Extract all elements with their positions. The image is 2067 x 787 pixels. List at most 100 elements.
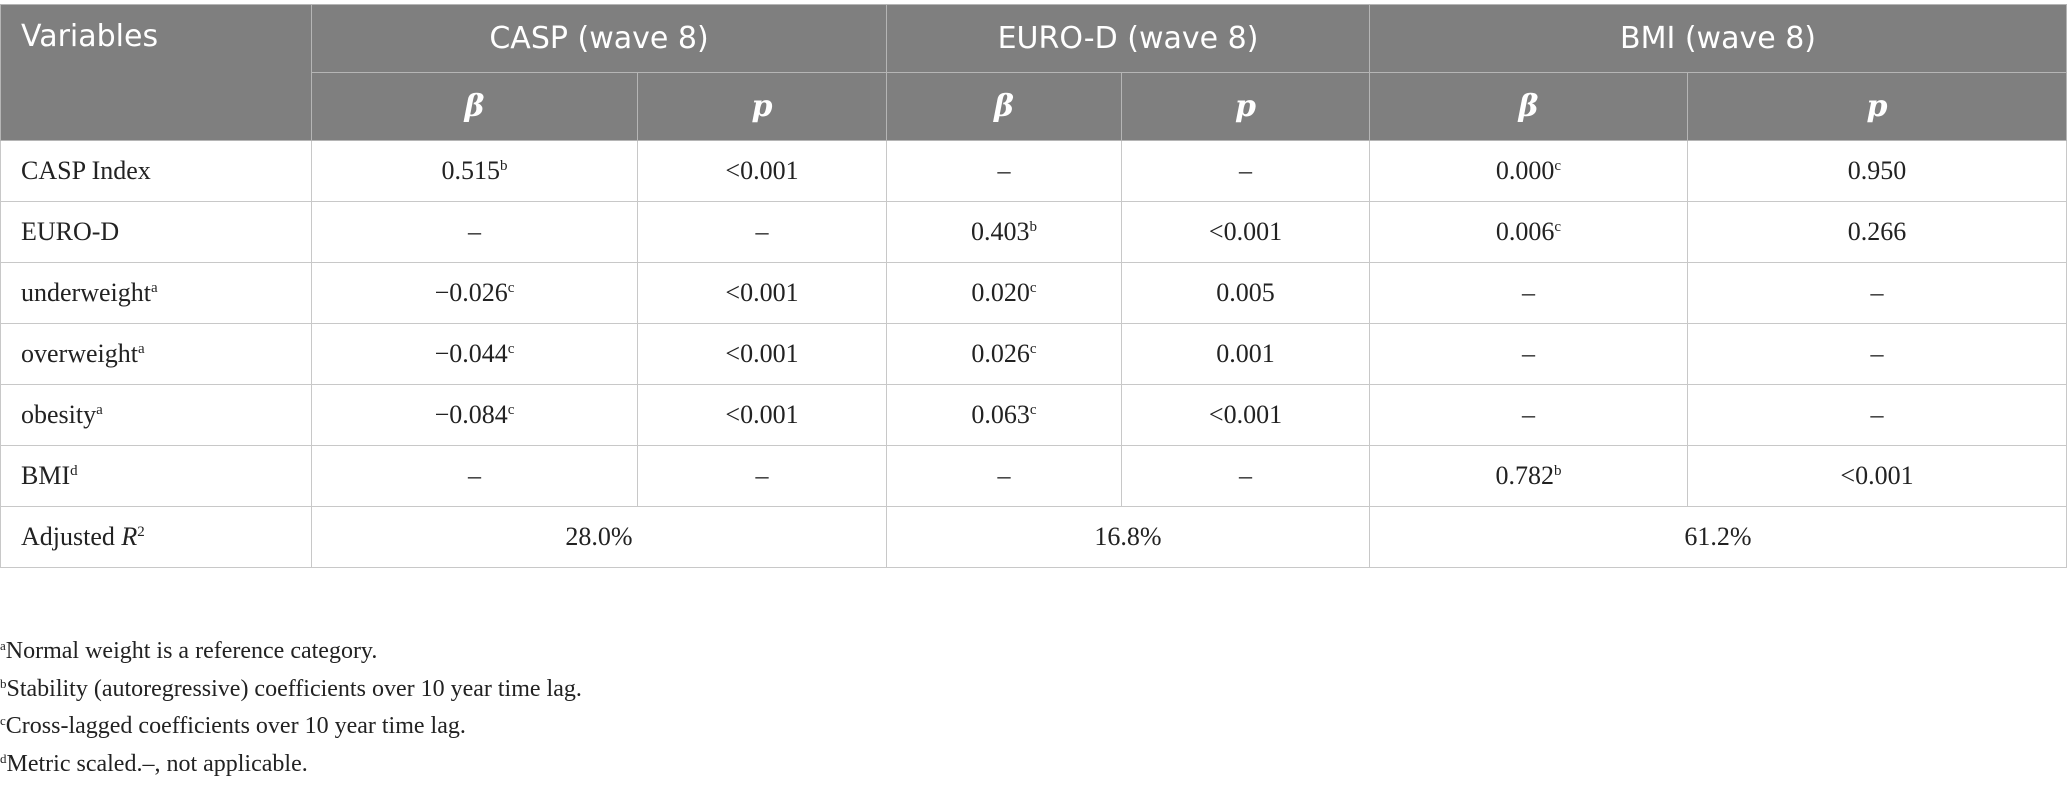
cell-text: – [1522, 339, 1535, 368]
cell: 61.2% [1368, 506, 2067, 568]
cell-text: 0.001 [1216, 339, 1275, 368]
cell-text: 0.063 [971, 400, 1030, 429]
cell: – [311, 445, 638, 507]
table-body: CASP Index 0.515b <0.001– –0.000c 0.950 EURO-… [0, 140, 2067, 568]
footnote-mark: c [0, 713, 6, 728]
footnote-mark: d [0, 750, 7, 766]
cell: 0.950 [1686, 140, 2067, 202]
cell: – [637, 445, 887, 507]
footnote-mark: c [1554, 219, 1562, 235]
cell-text: 0.950 [1847, 156, 1907, 185]
footnote-mark: b [1554, 463, 1562, 479]
cell: 0.000c [1369, 140, 1688, 202]
footnote-text: Normal weight is a reference category. [5, 638, 378, 664]
table-header: Variables CASP (wave 8) EURO-D (wave 8) … [0, 4, 2067, 141]
footnote: bStability (autoregressive) coefficients… [0, 671, 582, 709]
cell: 0.001 [1121, 323, 1370, 385]
cell: 0.063c [886, 384, 1122, 446]
table-row: underweighta −0.026c <0.001 0.020c 0.005– – [0, 262, 2067, 324]
cell: −0.044c [311, 323, 638, 385]
cell-text: −0.084 [434, 400, 508, 429]
row-label: obesitya [0, 384, 312, 446]
cell: 0.020c [886, 262, 1122, 324]
table-row: CASP Index 0.515b <0.001 – – 0.000c 0.950 [0, 140, 2067, 202]
header-cell: BMI (wave 8) [1368, 4, 2067, 73]
cell: – [1369, 262, 1688, 324]
cell-text: 0.515 [441, 156, 501, 185]
cell: 0.515b [311, 140, 638, 202]
table-row: Adjusted R2 28.0% 16.8% 61.2% [0, 506, 2067, 568]
header-cell: CASP (wave 8) [311, 4, 887, 73]
label-italic: R [121, 522, 138, 551]
cell-text: 0.026 [971, 339, 1030, 368]
row-label: Adjusted R2 [0, 506, 312, 568]
cell: – [1686, 262, 2067, 324]
cell-text: 0.403 [971, 217, 1030, 246]
cell: 28.0% [311, 506, 887, 568]
footnote-mark: a [137, 341, 145, 357]
cell: – [1369, 384, 1688, 446]
cell: – [886, 140, 1122, 202]
label-text: Adjusted [21, 522, 115, 551]
cell-text: <0.001 [1208, 217, 1283, 246]
cell: <0.001 [637, 384, 887, 446]
cell: – [1369, 323, 1688, 385]
footnote: dMetric scaled.–, not applicable. [0, 746, 582, 784]
header-row: Variables CASP (wave 8) EURO-D (wave 8) … [0, 4, 2067, 141]
cell-text: 0.006 [1495, 217, 1555, 246]
cell-text: <0.001 [725, 339, 799, 368]
cell: – [1686, 384, 2067, 446]
cell-text: – [997, 461, 1011, 490]
cell: 0.403b [886, 201, 1122, 263]
header-cell: β [886, 72, 1122, 141]
cell: 0.026c [886, 323, 1122, 385]
cell: – [886, 445, 1122, 507]
cell-text: – [1239, 156, 1252, 185]
label-text: EURO-D [21, 217, 120, 246]
footnote-text: Stability (autoregressive) coefficients … [6, 675, 582, 702]
table-row: BMId – – – – 0.782b <0.001 [0, 445, 2067, 507]
cell: – [1121, 140, 1370, 202]
header-cell: EURO-D (wave 8) [886, 4, 1370, 73]
cell-text: 0.020 [971, 278, 1030, 307]
results-table: Variables CASP (wave 8) EURO-D (wave 8) … [0, 4, 2067, 568]
row-label: CASP Index [0, 140, 312, 202]
footnotes: aNormal weight is a reference category. b… [0, 633, 582, 783]
label-text: BMI [21, 461, 71, 490]
cell: 0.782b [1369, 445, 1688, 507]
cell: <0.001 [637, 140, 887, 202]
footnote-mark: d [70, 463, 78, 479]
superscript: 2 [137, 524, 145, 540]
cell: <0.001 [1121, 384, 1370, 446]
cell-text: – [1870, 278, 1884, 307]
label-text: overweight [21, 339, 138, 368]
cell: <0.001 [637, 262, 887, 324]
cell: −0.084c [311, 384, 638, 446]
footnote-mark: b [500, 158, 508, 174]
cell: <0.001 [637, 323, 887, 385]
cell-text: <0.001 [1840, 461, 1914, 490]
row-label: underweighta [0, 262, 312, 324]
cell: – [1121, 445, 1370, 507]
cell: 16.8% [886, 506, 1370, 568]
label-text: underweight [21, 278, 151, 307]
footnote: cCross-lagged coefficients over 10 year … [0, 708, 582, 746]
cell: – [1686, 323, 2067, 385]
cell-text: <0.001 [1208, 400, 1283, 429]
cell: – [311, 201, 638, 263]
footnote-mark: a [0, 638, 6, 653]
label-text: obesity [21, 400, 97, 429]
cell-text: 0.266 [1847, 217, 1907, 246]
footnote-mark: c [507, 280, 515, 296]
cell: <0.001 [1686, 445, 2067, 507]
footnote-text: Metric scaled.–, not applicable. [6, 750, 308, 777]
footnote-mark: c [1029, 280, 1037, 296]
footnote: aNormal weight is a reference category. [0, 633, 582, 671]
header-cell: p [1686, 72, 2067, 141]
footnote-mark: c [1029, 402, 1037, 418]
cell: – [637, 201, 887, 263]
cell: 0.005 [1121, 262, 1370, 324]
footnote-mark: a [150, 280, 158, 296]
table-row: EURO-D – – 0.403b <0.001 0.006c 0.266 [0, 201, 2067, 263]
